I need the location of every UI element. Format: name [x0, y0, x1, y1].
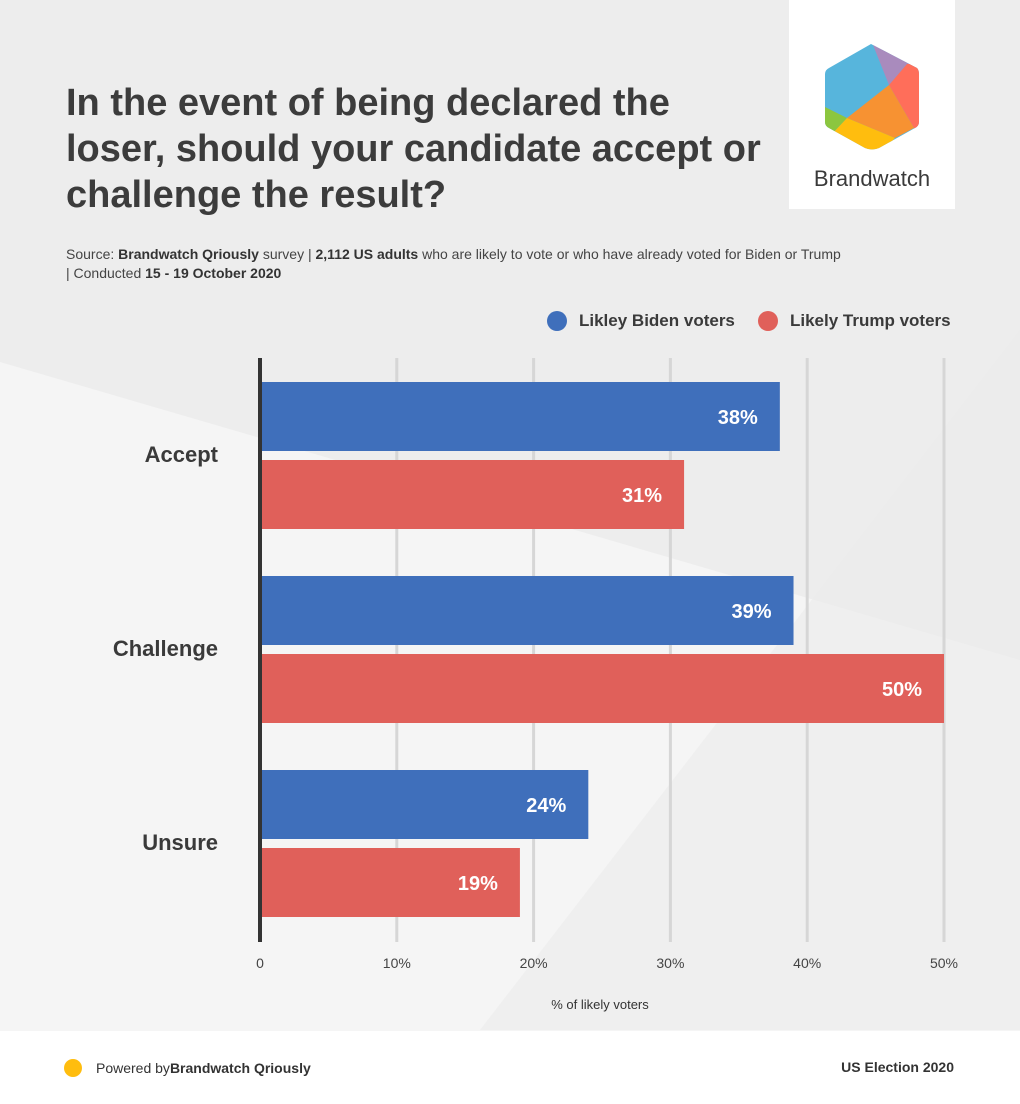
logo-text: Brandwatch [813, 166, 931, 191]
bar-value-label: 50% [882, 679, 922, 701]
x-tick-label: 0 [256, 955, 264, 971]
bar-value-label: 31% [622, 485, 662, 507]
x-tick-label: 50% [929, 955, 959, 971]
bar-unsure-biden [260, 770, 589, 839]
legend-dot-trump-icon [758, 311, 778, 331]
bar-accept-biden [260, 382, 780, 451]
bar-value-label: 38% [718, 407, 758, 429]
category-label: Accept [144, 442, 218, 467]
bar-value-label: 24% [526, 795, 566, 817]
x-tick-label: 40% [793, 955, 822, 971]
category-label: Unsure [142, 830, 218, 855]
legend-label: Likley Biden voters [579, 311, 735, 330]
x-tick-label: 30% [656, 955, 685, 971]
bar-challenge-biden [260, 576, 794, 645]
legend-trump: Likely Trump voters [758, 311, 951, 331]
bar-unsure-trump [260, 848, 520, 917]
legend-label: Likely Trump voters [790, 311, 951, 330]
source-note: Source: Brandwatch Qriously survey | 2,1… [66, 246, 841, 281]
bar-accept-trump [260, 460, 685, 529]
x-tick-label: 20% [519, 955, 548, 971]
x-tick-label: 10% [382, 955, 411, 971]
x-axis-label: % of likely voters [551, 997, 649, 1012]
category-label: Challenge [112, 636, 218, 661]
powered-by: Powered by Brandwatch Qriously [64, 1059, 311, 1077]
qriously-dot-icon [64, 1059, 82, 1077]
bar-value-label: 39% [731, 601, 771, 623]
hexagon-logo-icon [825, 44, 919, 150]
brandwatch-logo: Brandwatch [789, 0, 955, 209]
bar-challenge-trump [260, 654, 944, 723]
footer: Powered by Brandwatch Qriously US Electi… [0, 1031, 1020, 1104]
bar-value-label: 19% [458, 873, 498, 895]
page-title: In the event of being declared the loser… [66, 82, 761, 216]
legend-dot-biden-icon [547, 311, 567, 331]
footer-election: US Election 2020 [841, 1059, 954, 1075]
legend-biden: Likley Biden voters [547, 311, 735, 331]
